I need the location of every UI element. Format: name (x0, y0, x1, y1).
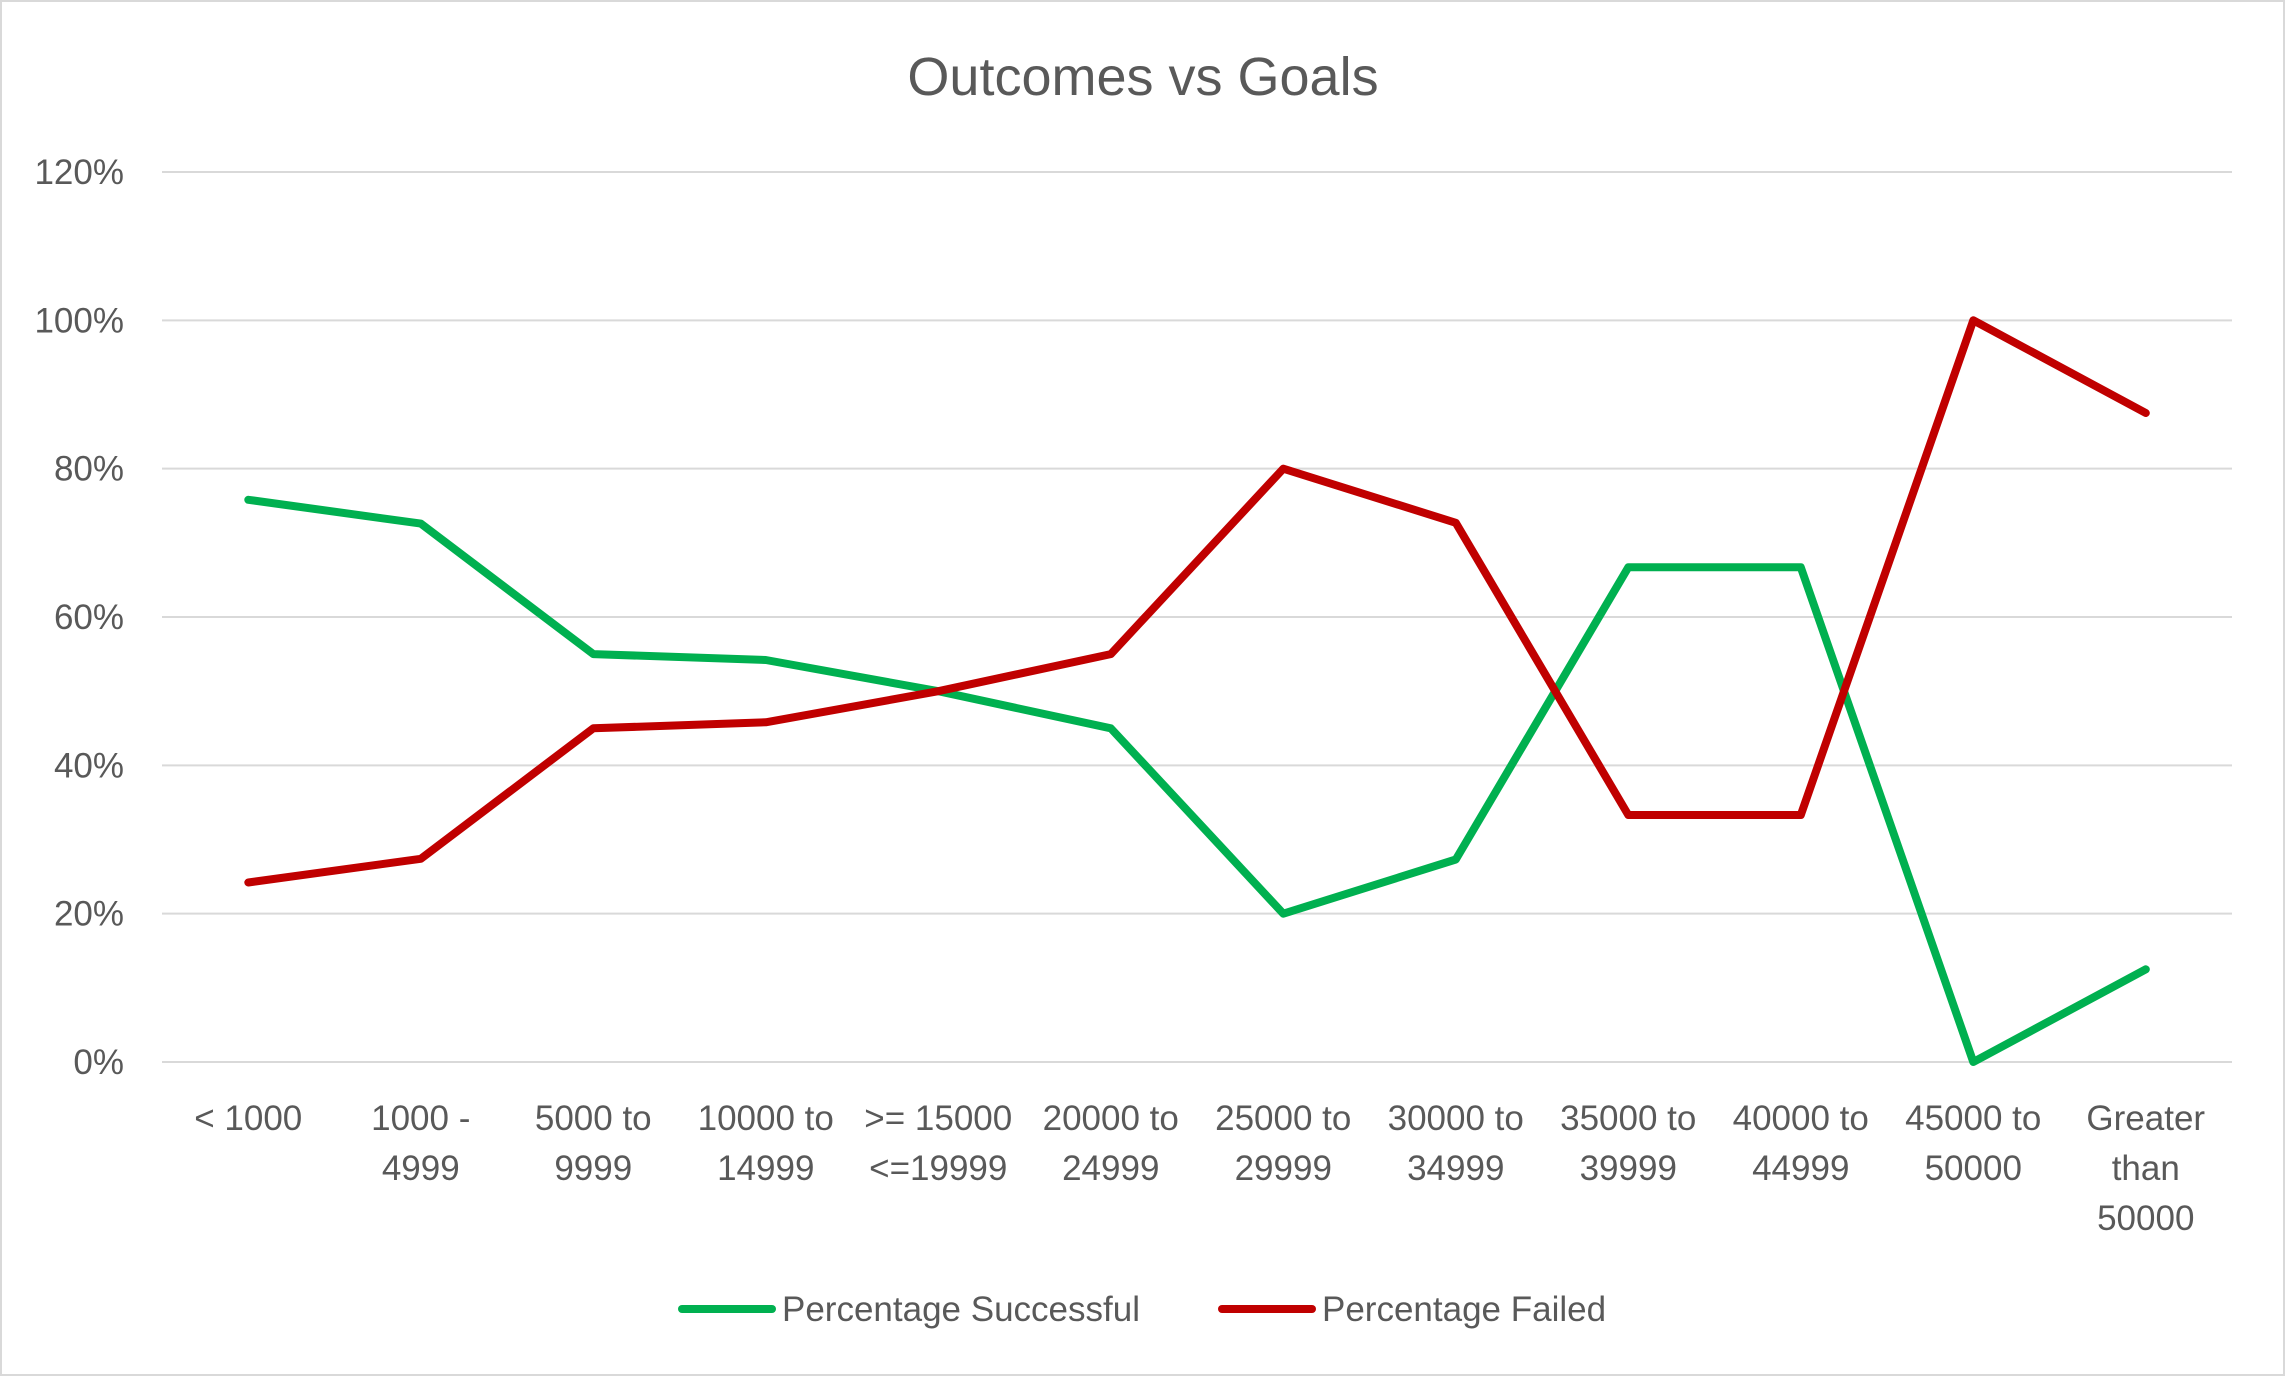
y-tick-label: 40% (54, 746, 124, 785)
x-tick-label-line: >= 15000 (864, 1099, 1012, 1138)
x-tick-label-line: 9999 (554, 1149, 632, 1188)
x-tick-label: Greater than 50000 (2086, 1099, 2205, 1238)
chart-title: Outcomes vs Goals (907, 47, 1378, 107)
x-tick-label: 30000 to 34999 (1388, 1099, 1524, 1188)
x-tick-label-line: 1000 - (371, 1099, 470, 1138)
x-tick-label-line: 4999 (382, 1149, 460, 1188)
x-tick-label: 5000 to 9999 (535, 1099, 652, 1188)
x-tick-label-line: 39999 (1580, 1149, 1677, 1188)
x-tick-label-line: < 1000 (194, 1099, 302, 1138)
y-axis-tick-labels: 0% 20% 40% 60% 80% 100% 120% (34, 153, 124, 1082)
x-tick-label-line: 50000 (1925, 1149, 2022, 1188)
x-tick-label-line: 10000 to (698, 1099, 834, 1138)
x-tick-label-line: 45000 to (1905, 1099, 2041, 1138)
x-tick-label-line: 20000 to (1043, 1099, 1179, 1138)
x-tick-label: 20000 to 24999 (1043, 1099, 1179, 1188)
series-line-0 (244, 495, 2150, 1066)
y-tick-label: 20% (54, 895, 124, 934)
x-tick-label-line: Greater (2086, 1099, 2205, 1138)
legend-label: Percentage Failed (1322, 1290, 1606, 1329)
x-tick-label-line: 5000 to (535, 1099, 652, 1138)
x-tick-label: < 1000 (194, 1099, 302, 1138)
legend-label: Percentage Successful (782, 1290, 1140, 1329)
x-tick-label-line: 25000 to (1215, 1099, 1351, 1138)
x-tick-label-line: <=19999 (869, 1149, 1007, 1188)
gridlines (162, 171, 2232, 1063)
y-tick-label: 60% (54, 598, 124, 637)
series-line-1 (244, 316, 2150, 887)
x-axis-tick-labels: < 1000 1000 - 4999 5000 to 9999 10000 to 14999… (194, 1099, 2205, 1238)
x-tick-label-line: 35000 to (1560, 1099, 1696, 1138)
x-tick-label: >= 15000 <=19999 (864, 1099, 1012, 1188)
x-tick-label-line: 29999 (1235, 1149, 1332, 1188)
x-tick-label-line: 24999 (1062, 1149, 1159, 1188)
x-tick-label-line: 50000 (2097, 1199, 2194, 1238)
x-tick-label: 10000 to 14999 (698, 1099, 834, 1188)
y-tick-label: 0% (73, 1043, 124, 1082)
x-tick-label-line: than (2112, 1149, 2180, 1188)
x-tick-label-line: 34999 (1407, 1149, 1504, 1188)
x-tick-label: 25000 to 29999 (1215, 1099, 1351, 1188)
x-tick-label: 45000 to 50000 (1905, 1099, 2041, 1188)
x-tick-label-line: 30000 to (1388, 1099, 1524, 1138)
x-tick-label: 1000 - 4999 (371, 1099, 470, 1188)
x-tick-label-line: 40000 to (1733, 1099, 1869, 1138)
x-tick-label-line: 14999 (717, 1149, 814, 1188)
y-tick-label: 100% (34, 301, 124, 340)
legend: Percentage Successful Percentage Failed (678, 1290, 1606, 1329)
x-tick-label: 35000 to 39999 (1560, 1099, 1696, 1188)
x-tick-label-line: 44999 (1752, 1149, 1849, 1188)
y-tick-label: 120% (34, 153, 124, 192)
x-tick-label: 40000 to 44999 (1733, 1099, 1869, 1188)
series-lines (244, 316, 2150, 1066)
y-tick-label: 80% (54, 450, 124, 489)
